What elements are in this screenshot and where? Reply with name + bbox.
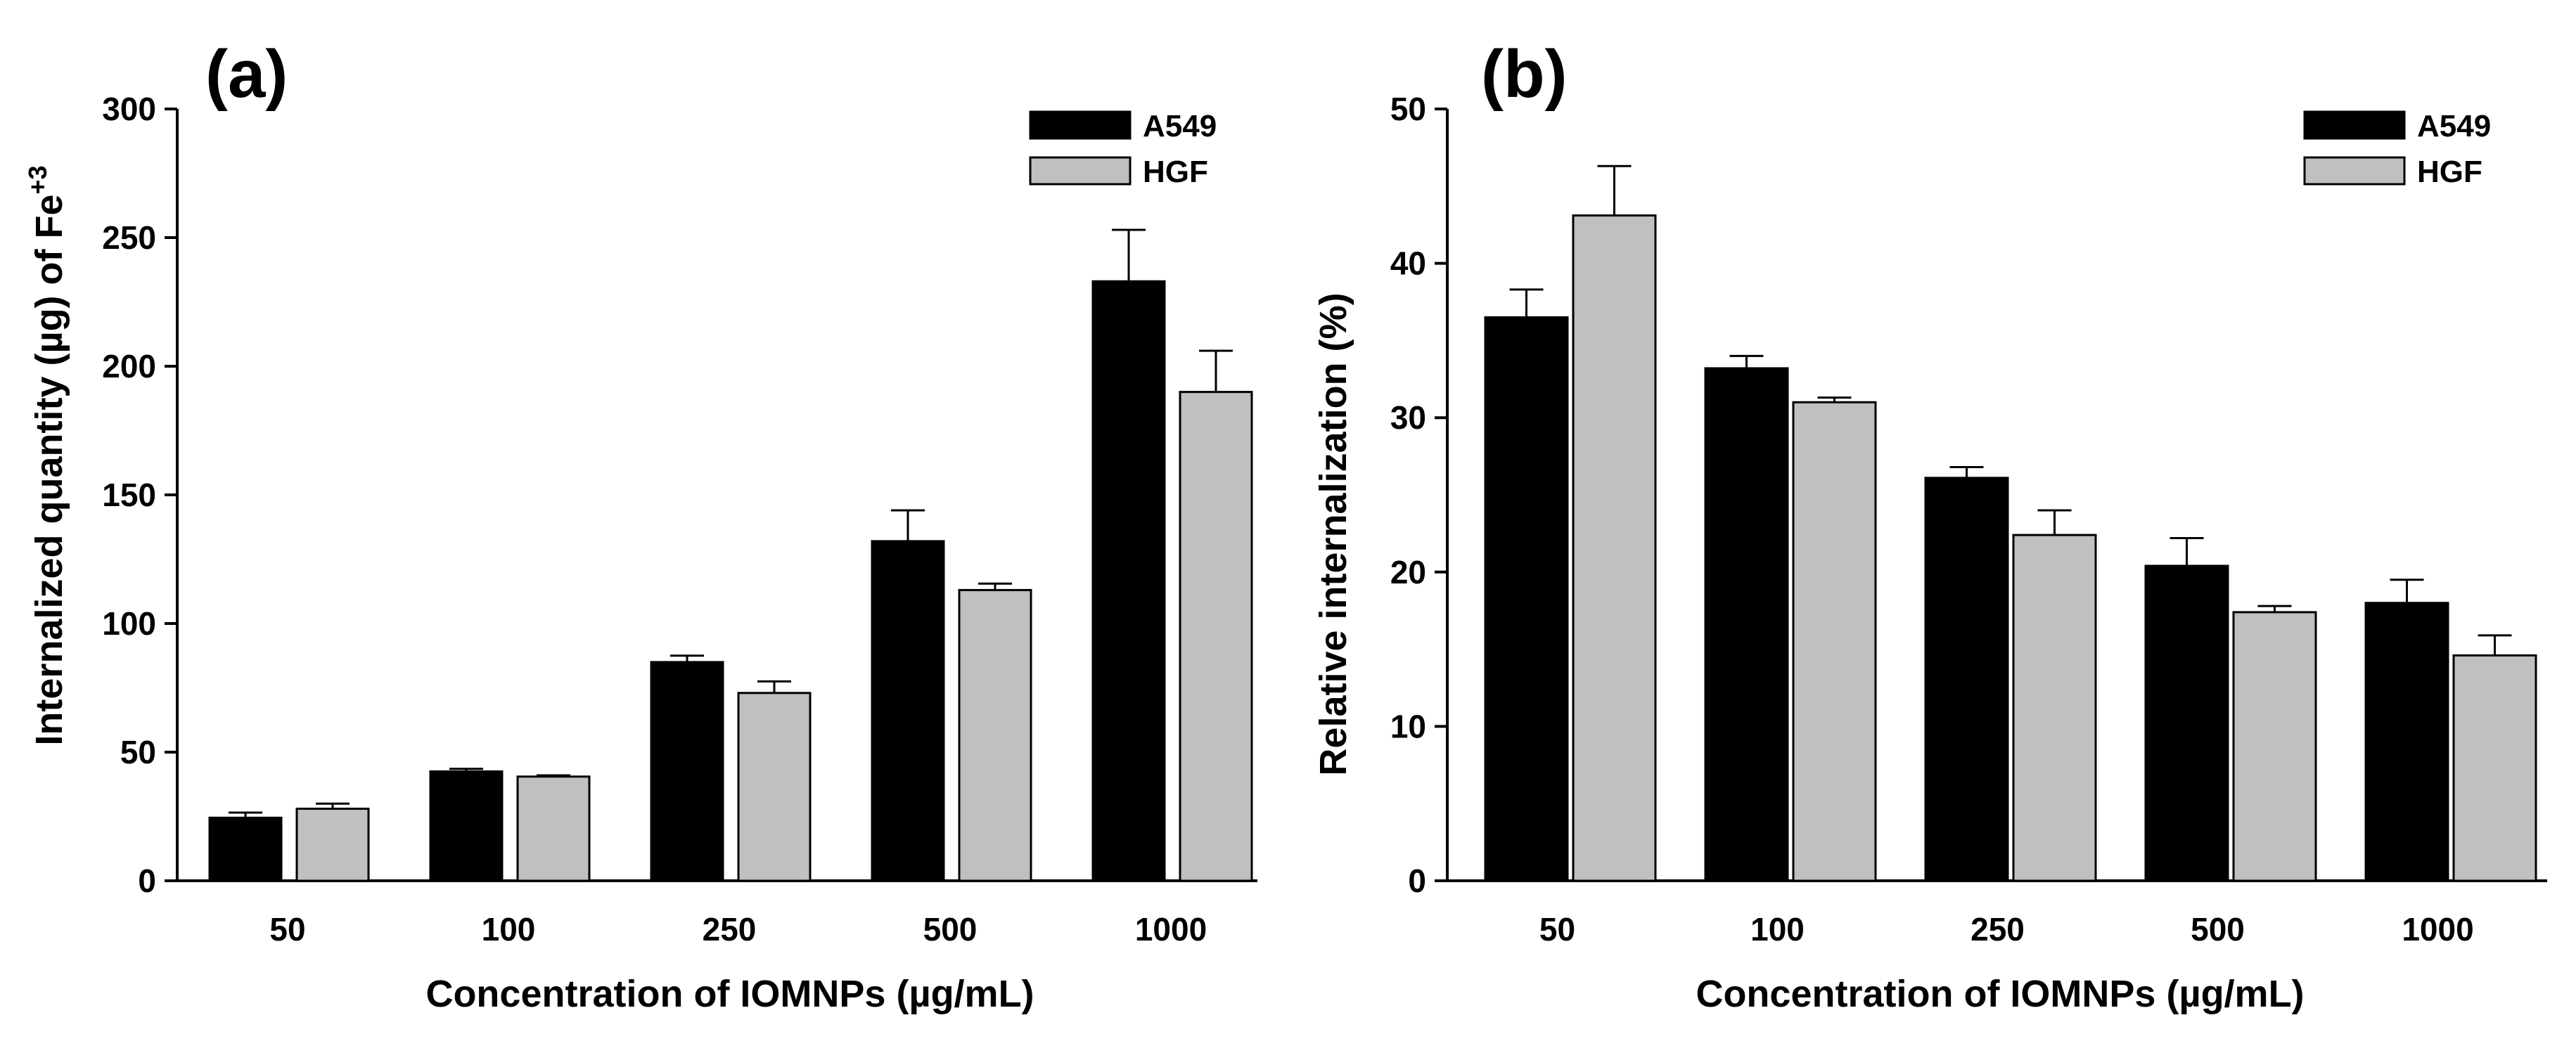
panel-b-bar-a549-250 <box>1924 477 2009 882</box>
panel-b-x-tick-label: 50 <box>1539 911 1575 948</box>
panel-a-bar-a549-500 <box>871 540 945 882</box>
panel-b-x-tick-label: 500 <box>2191 911 2245 948</box>
panel-b-legend-label-hgf: HGF <box>2417 155 2482 189</box>
panel-a-x-tick-label: 100 <box>482 911 536 948</box>
panel-b-legend-swatch-hgf <box>2303 156 2406 186</box>
panel-a-y-tick-label: 0 <box>138 863 156 899</box>
panel-a-y-tick-label: 100 <box>102 605 156 642</box>
panel-b-bar-a549-1000 <box>2364 602 2449 882</box>
panel-b-y-tick-label: 50 <box>1390 91 1426 127</box>
panel-b-legend: A549 HGF <box>2303 109 2491 189</box>
panel-a-legend-swatch-hgf <box>1029 156 1132 186</box>
panel-a-label: (a) <box>205 37 288 112</box>
panel-b-bar-hgf-100 <box>1792 401 1877 882</box>
panel-a-bar-hgf-500 <box>958 588 1032 882</box>
panel-a-legend-label-a549: A549 <box>1143 109 1217 143</box>
panel-a-y-tick-label: 200 <box>102 348 156 385</box>
panel-b-y-tick-label: 0 <box>1408 863 1426 899</box>
panel-a-x-tick-label: 1000 <box>1135 911 1207 948</box>
panel-b-y-axis-title: Relative internalization (%) <box>1312 292 1354 775</box>
panel-a-legend: A549 HGF <box>1029 109 1217 189</box>
panel-a-chart: (a) 0 50 100 150 200 250 300 50 100 250 500 1000 A5… <box>23 37 1257 1015</box>
panel-b-y-axis-title-main: Relative internalization (%) <box>1312 292 1354 775</box>
panel-a-legend-label-hgf: HGF <box>1143 155 1208 189</box>
panel-a-y-tick-label: 50 <box>120 734 156 770</box>
panel-a-plot-area: 0 50 100 150 200 250 300 50 100 250 500 1000 <box>102 91 1257 948</box>
panel-a-legend-swatch-a549 <box>1029 110 1132 140</box>
panel-a-bar-hgf-250 <box>737 692 812 882</box>
panel-b-y-tick-label: 40 <box>1390 245 1426 282</box>
panel-b-x-axis-title: Concentration of IOMNPs (µg/mL) <box>1696 973 2304 1015</box>
panel-b-bar-a549-50 <box>1484 316 1569 882</box>
panel-a-y-axis-title-superscript: +3 <box>23 165 52 194</box>
panel-a-y-tick-label: 150 <box>102 477 156 513</box>
panel-a-x-tick-label: 250 <box>703 911 757 948</box>
panel-b-y-tick-label: 10 <box>1390 708 1426 744</box>
panel-b-legend-swatch-a549 <box>2303 110 2406 140</box>
panel-a-y-tick-label: 300 <box>102 91 156 127</box>
panel-b-y-tick-label: 20 <box>1390 554 1426 590</box>
panel-b-x-tick-label: 1000 <box>2402 911 2473 948</box>
panel-a-bar-hgf-50 <box>295 808 370 882</box>
panel-a-y-axis-title-main: Internalized quantity (µg) of Fe <box>28 194 70 745</box>
panel-a-bar-a549-100 <box>429 770 504 882</box>
panel-b-bar-hgf-50 <box>1572 214 1657 882</box>
panel-b-plot-area: 0 10 20 30 40 50 50 100 250 500 1000 <box>1390 91 2547 948</box>
panel-a-y-axis-title: Internalized quantity (µg) of Fe+3 <box>23 165 70 745</box>
panel-b-bar-hgf-250 <box>2012 534 2097 882</box>
panel-a-bar-a549-250 <box>650 661 724 882</box>
panel-b-legend-label-a549: A549 <box>2417 109 2491 143</box>
panel-b-y-tick-label: 30 <box>1390 399 1426 436</box>
panel-a-x-tick-label: 500 <box>923 911 978 948</box>
panel-a-y-tick-label: 250 <box>102 219 156 256</box>
panel-a-x-tick-label: 50 <box>269 911 305 948</box>
panel-b-bar-a549-100 <box>1704 367 1789 882</box>
panel-b-x-tick-label: 100 <box>1750 911 1805 948</box>
panel-b-bar-hgf-1000 <box>2452 654 2537 882</box>
panel-b-bar-hgf-500 <box>2232 611 2317 882</box>
panel-a-x-axis-title: Concentration of IOMNPs (µg/mL) <box>425 973 1034 1015</box>
panel-b-bar-a549-500 <box>2144 564 2229 882</box>
panel-a-bar-hgf-100 <box>516 775 591 882</box>
panel-a-bar-a549-50 <box>208 816 283 882</box>
panel-a-bar-a549-1000 <box>1091 280 1166 882</box>
panel-b-x-tick-label: 250 <box>1971 911 2025 948</box>
panel-a-bar-hgf-1000 <box>1179 391 1253 882</box>
panel-b-label: (b) <box>1481 37 1568 112</box>
